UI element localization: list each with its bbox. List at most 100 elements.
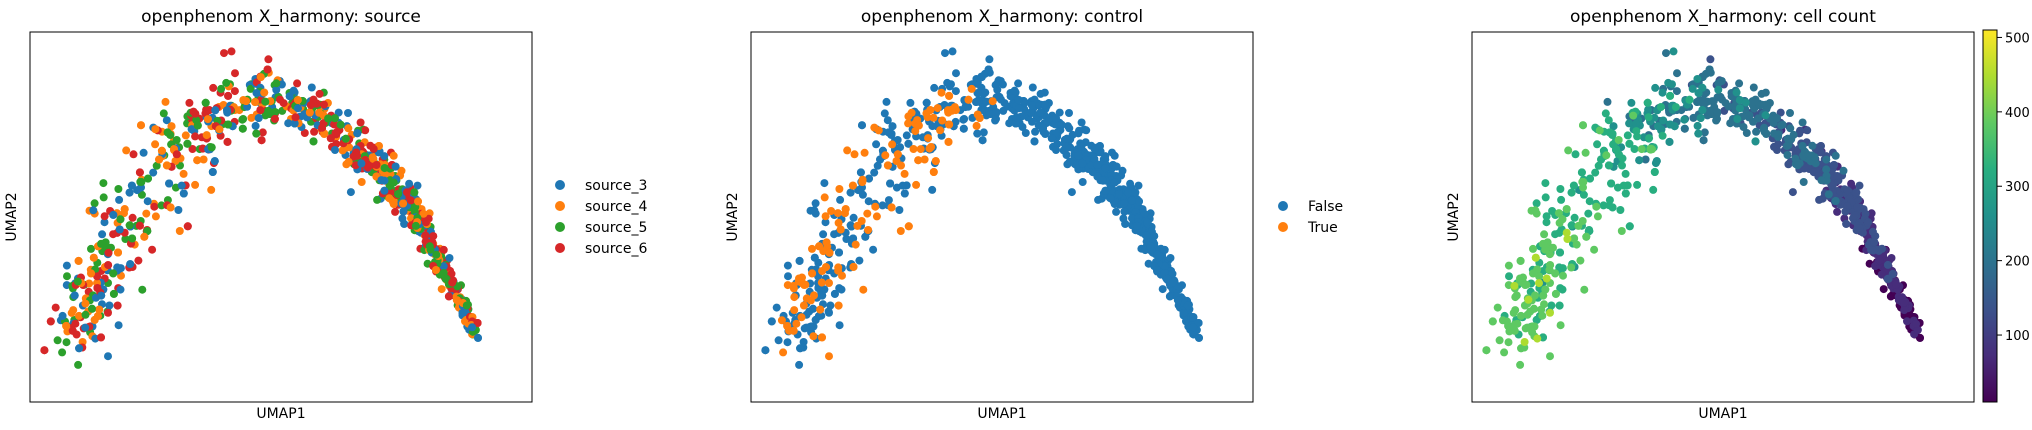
data-point [1659, 116, 1668, 125]
legend-label: True [1307, 220, 1338, 236]
data-point [73, 277, 82, 286]
data-point [1662, 49, 1670, 58]
data-point [864, 226, 873, 234]
data-point [357, 178, 366, 186]
data-point [1146, 242, 1155, 251]
data-point [389, 178, 398, 187]
data-point [473, 319, 482, 327]
data-point [46, 317, 55, 326]
legend-marker [1278, 201, 1288, 211]
data-point [230, 87, 239, 96]
data-point [1900, 298, 1909, 307]
data-point [1517, 344, 1526, 353]
data-point [1504, 338, 1513, 347]
data-point [1539, 291, 1548, 300]
data-point [223, 137, 232, 146]
data-point [366, 161, 375, 169]
panel-source-points [40, 47, 482, 369]
data-point [1014, 79, 1023, 88]
data-point [809, 332, 818, 341]
data-point [1051, 114, 1060, 123]
data-point [99, 179, 108, 188]
panel-source-xlabel: UMAP1 [256, 406, 305, 422]
data-point [1559, 271, 1567, 280]
data-point [1875, 256, 1884, 265]
data-point [1168, 269, 1177, 278]
data-point [135, 168, 144, 177]
data-point [1500, 348, 1509, 357]
data-point [863, 209, 872, 218]
data-point [789, 326, 798, 335]
data-point [220, 49, 228, 58]
data-point [166, 203, 175, 212]
data-point [1567, 263, 1576, 272]
data-point [808, 269, 817, 278]
data-point [977, 73, 986, 82]
data-point [1577, 168, 1586, 177]
data-point [945, 120, 954, 129]
data-point [1618, 161, 1626, 170]
data-point [419, 209, 428, 218]
data-point [870, 168, 879, 177]
data-point [1656, 103, 1665, 111]
data-point [1087, 161, 1096, 169]
data-point [872, 140, 881, 149]
data-point [1110, 178, 1119, 187]
data-point [122, 146, 131, 155]
data-point [1062, 134, 1071, 143]
data-point [920, 155, 929, 164]
data-point [385, 194, 394, 203]
data-point [1653, 122, 1662, 131]
data-point [1903, 317, 1911, 326]
data-point [1883, 274, 1892, 283]
data-point [982, 97, 991, 106]
data-point [1632, 119, 1641, 128]
data-point [1510, 320, 1519, 329]
data-point [931, 157, 940, 166]
panel-control-legend: False True [1278, 199, 1343, 236]
data-point [1493, 303, 1502, 312]
data-point [1887, 254, 1896, 262]
data-point [1777, 121, 1786, 130]
data-point [1852, 188, 1861, 197]
data-point [239, 115, 248, 123]
data-point [811, 199, 820, 208]
colorbar-tick-label: 300 [2005, 180, 2030, 195]
data-point [835, 248, 843, 257]
data-point [58, 348, 67, 357]
data-point [938, 116, 947, 125]
data-point [886, 179, 895, 188]
data-point [1511, 306, 1520, 315]
data-point [377, 176, 386, 185]
data-point [1541, 179, 1550, 188]
data-point [172, 150, 181, 159]
data-point [802, 323, 811, 332]
data-point [405, 179, 414, 188]
data-point [993, 85, 1002, 94]
data-point [411, 221, 420, 230]
data-point [201, 98, 210, 107]
data-point [1549, 243, 1557, 252]
legend-marker [555, 201, 565, 211]
data-point [1533, 334, 1542, 343]
data-point [795, 256, 804, 265]
panel-cell-count-ylabel: UMAP2 [1446, 192, 1462, 241]
data-point [256, 106, 265, 115]
data-point [1714, 79, 1723, 88]
data-point [97, 291, 106, 300]
data-point [1057, 120, 1066, 129]
data-point [151, 125, 160, 134]
data-point [1120, 199, 1129, 208]
data-point [320, 100, 328, 109]
data-point [380, 186, 389, 195]
data-point [1788, 188, 1797, 197]
data-point [1524, 295, 1533, 304]
data-point [90, 199, 99, 208]
data-point [1569, 181, 1578, 190]
data-point [820, 193, 829, 202]
data-point [202, 131, 211, 140]
data-point [1546, 261, 1555, 270]
data-point [1082, 126, 1091, 135]
data-point [209, 83, 218, 92]
data-point [74, 256, 83, 265]
